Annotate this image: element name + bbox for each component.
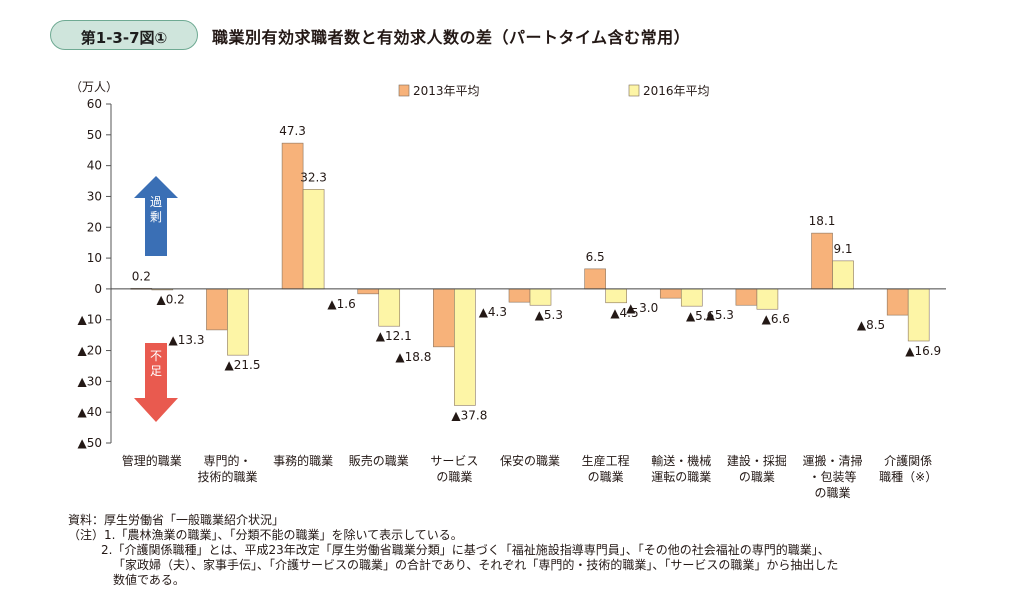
bar-value-label: 47.3 <box>279 124 306 138</box>
y-tick-label: 40 <box>87 159 102 173</box>
bar-value-label: 32.3 <box>300 170 327 184</box>
excess-arrow-icon <box>134 176 178 256</box>
y-tick-label: 20 <box>87 220 102 234</box>
category-label: の職業 <box>588 470 624 484</box>
bar <box>907 288 930 342</box>
category-label: の職業 <box>436 470 472 484</box>
y-tick-label: 10 <box>87 251 102 265</box>
category-label: 生産工程 <box>582 453 630 468</box>
bar-value-label: ▲12.1 <box>376 329 412 343</box>
note-2-line-2: 「家政婦（夫）、家事手伝」、「介護サービスの職業」の合計であり、それぞれ「専門的… <box>113 558 839 572</box>
bar <box>756 288 779 310</box>
category-label: 専門的・ <box>203 453 251 468</box>
bar-value-label: ▲37.8 <box>451 408 487 422</box>
legend-swatch <box>628 84 640 97</box>
bar <box>529 288 552 306</box>
bar-chart: 60 50 40 30 20 10 0 ▲10 ▲20 ▲30 ▲40 ▲50 （万人） 2013年平均 2… <box>70 80 946 500</box>
bar <box>454 288 476 406</box>
bar <box>508 288 531 303</box>
y-tick-label: ▲20 <box>78 344 103 358</box>
category-label: 職種（※） <box>879 470 937 484</box>
bar <box>605 288 627 304</box>
note-2-line-3: 数値である。 <box>113 573 185 587</box>
legend-swatch <box>398 84 410 97</box>
legend-label: 2016年平均 <box>643 84 710 98</box>
bar <box>281 142 304 290</box>
y-tick-label: 30 <box>87 189 102 203</box>
bar-value-label: ▲21.5 <box>225 358 261 372</box>
bar-value-label: ▲13.3 <box>169 333 205 347</box>
excess-label: 過 <box>150 195 162 209</box>
bar <box>735 288 758 306</box>
bar-value-label: ▲18.8 <box>395 350 431 364</box>
bar-value-label: ▲4.5 <box>610 306 638 320</box>
category-label: サービス <box>430 454 478 468</box>
category-label: 販売の職業 <box>349 453 409 468</box>
shortage-label: 不 <box>150 349 162 363</box>
bar-value-label: 18.1 <box>809 214 836 228</box>
category-label: 管理的職業 <box>122 453 182 468</box>
shortage-label: 足 <box>150 364 162 378</box>
y-axis-unit: （万人） <box>70 80 118 94</box>
source-note: 資料：厚生労働省「一般職業紹介状況」 <box>68 513 285 527</box>
bar <box>357 288 380 295</box>
bar-value-label: ▲4.3 <box>479 305 507 319</box>
y-tick-label: 0 <box>94 282 102 296</box>
bar-value-label: ▲1.6 <box>327 297 355 311</box>
category-label: 建設・採掘 <box>727 453 787 468</box>
bar-value-label: 9.1 <box>833 242 852 256</box>
category-label: の職業 <box>815 486 851 500</box>
bar <box>227 288 249 356</box>
figure-title: 職業別有効求職者数と有効求人数の差（パートタイム含む常用） <box>212 28 691 47</box>
bar-value-label: ▲8.5 <box>857 318 885 332</box>
excess-label: 剰 <box>150 210 162 224</box>
bar <box>302 189 325 290</box>
bar-value-label: ▲6.6 <box>762 312 790 326</box>
category-label: 輸送・機械 <box>651 453 711 468</box>
note-2-line-1: 2.「介護関係職種」とは、平成23年改定「厚生労働省職業分類」に基づく「福祉施設… <box>101 543 830 557</box>
y-tick-label: ▲40 <box>78 405 103 419</box>
bar-value-label: ▲5.3 <box>535 308 563 322</box>
y-tick-label: ▲50 <box>78 436 103 450</box>
bar-value-label: ▲ 3.0 <box>626 301 658 315</box>
bar <box>378 288 401 327</box>
bar-value-label: ▲5.3 <box>706 308 734 322</box>
bar <box>811 232 833 290</box>
y-tick-label: ▲30 <box>78 374 103 388</box>
bar <box>680 288 703 307</box>
category-label: 運搬・清掃 <box>803 453 863 468</box>
bar-value-label: 6.5 <box>586 250 605 264</box>
legend-label: 2013年平均 <box>413 84 480 98</box>
bar <box>433 288 455 348</box>
bar-value-label: ▲16.9 <box>905 344 941 358</box>
bar-value-label: ▲5.6 <box>686 309 714 323</box>
figure-number: 第1-3-7図① <box>80 29 168 47</box>
bar <box>886 288 909 316</box>
y-tick-label: 60 <box>87 97 102 111</box>
bar <box>659 288 682 299</box>
note-1: （注）1.「農林漁業の職業」、「分類不能の職業」を除いて表示している。 <box>68 528 463 542</box>
category-label: の職業 <box>739 470 775 484</box>
category-label: ・包装等 <box>809 470 857 484</box>
bar-value-label: ▲0.2 <box>157 293 185 307</box>
bar-value-label: 0.2 <box>132 269 151 283</box>
notes-block: 資料：厚生労働省「一般職業紹介状況」 （注）1.「農林漁業の職業」、「分類不能の… <box>68 513 1013 588</box>
category-label: 保安の職業 <box>500 453 560 468</box>
shortage-arrow-icon <box>134 343 178 422</box>
category-label: 技術的職業 <box>197 469 257 484</box>
category-label: 事務的職業 <box>273 453 333 468</box>
y-tick-label: ▲10 <box>78 313 103 327</box>
category-label: 運転の職業 <box>651 470 711 484</box>
category-label: 介護関係 <box>884 453 932 468</box>
bar <box>832 260 854 290</box>
bar <box>206 288 228 331</box>
y-tick-label: 50 <box>87 128 102 142</box>
figure-number-badge: 第1-3-7図① <box>50 20 198 50</box>
bar <box>584 268 606 290</box>
